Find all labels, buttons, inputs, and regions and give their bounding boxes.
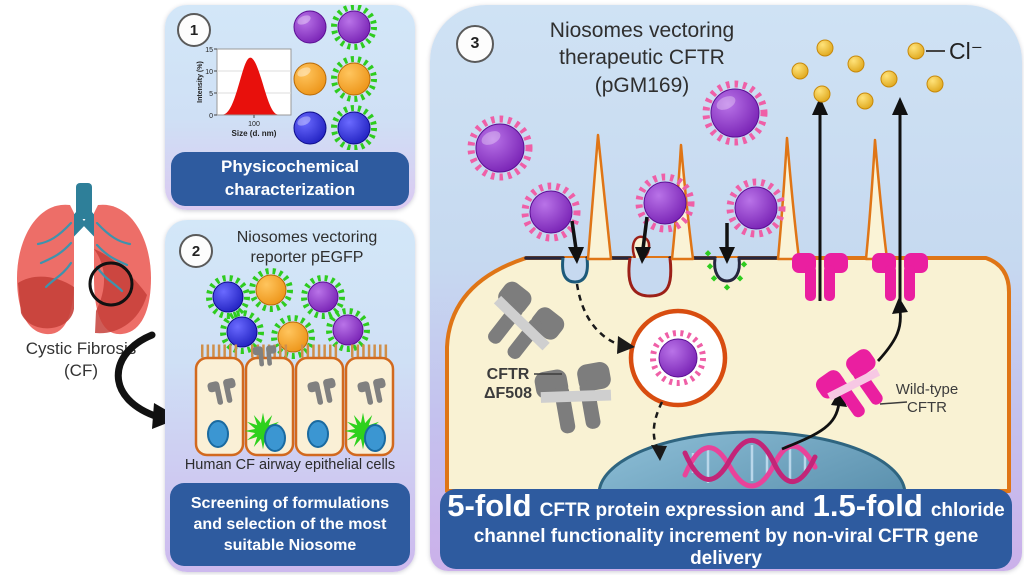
endocytic-pit-macropinocytosis xyxy=(627,257,673,298)
size-peak-area xyxy=(223,57,278,115)
y-axis-label: Intensity (%) xyxy=(197,61,204,103)
uptake-arrow xyxy=(570,216,729,250)
niosome-pgm169-icon xyxy=(521,182,581,242)
step-number-badge-1: 1 xyxy=(177,13,211,47)
title-line: reporter pEGFP xyxy=(250,249,364,267)
mutant-cftr-protein-icon xyxy=(472,278,619,438)
fold-value: 1.5-fold xyxy=(812,488,923,523)
fold-value: 5-fold xyxy=(447,488,532,523)
arrowhead-icon xyxy=(617,336,635,354)
niosome-purple-icon xyxy=(293,10,327,44)
arrowhead-icon xyxy=(892,97,908,115)
panel2-title: Niosomes vectoring reporter pEGFP xyxy=(207,228,407,269)
niosome-orange-icon xyxy=(293,62,327,96)
banner-line: Screening of formulations xyxy=(190,494,390,512)
arrowhead-icon xyxy=(635,247,651,264)
step-number: 2 xyxy=(191,242,201,260)
nucleus-icon xyxy=(364,424,386,452)
nucleus-icon xyxy=(207,420,229,448)
step-number-badge-3: 3 xyxy=(456,25,494,63)
banner-line: suitable Niosome xyxy=(223,537,357,555)
condition-label: Cystic Fibrosis (CF) xyxy=(6,338,156,382)
chloride-efflux-arrow xyxy=(818,113,902,301)
niosome-purple-pegylated-icon xyxy=(331,5,377,50)
banner-line: characterization xyxy=(224,180,356,199)
step-number: 1 xyxy=(189,21,199,39)
dna-helix-icon xyxy=(682,437,818,489)
banner-line: and selection of the most xyxy=(193,515,387,533)
arrowhead-icon xyxy=(892,297,908,314)
condition-label-line1: Cystic Fibrosis xyxy=(25,339,137,358)
x-axis-label: Size (d. nm) xyxy=(232,129,277,138)
niosome-pegfp-purple-icon xyxy=(301,275,345,319)
nucleus-icon xyxy=(264,424,286,452)
panel-1-physicochemical: 15 10 5 0 Intensity (%) 100 Size (d. nm) xyxy=(165,5,415,210)
results-banner: 5-fold CFTR protein expression and 1.5-f… xyxy=(440,488,1012,569)
arrowhead-icon xyxy=(651,445,667,461)
niosome-pgm169-icon xyxy=(702,80,768,146)
nucleus-icon xyxy=(307,420,329,448)
panel2-graphics xyxy=(194,268,395,457)
bronchi-icon xyxy=(36,221,132,293)
y-tick: 0 xyxy=(209,113,213,120)
niosome-blue-pegylated-icon xyxy=(331,105,377,150)
panel1-banner: Physicochemical characterization xyxy=(171,152,409,206)
y-tick: 5 xyxy=(209,91,213,98)
niosome-pgm169-icon xyxy=(650,330,706,386)
results-text: CFTR protein expression and xyxy=(539,500,805,521)
wildtype-cftr-label: CFTR xyxy=(907,399,947,416)
arrowhead-icon xyxy=(831,389,847,407)
arrowhead-icon xyxy=(812,97,828,115)
wildtype-cftr-label: Wild-type xyxy=(896,381,959,398)
title-line: therapeutic CFTR xyxy=(559,46,725,70)
magnifier-circle-icon xyxy=(88,261,134,307)
lungs-illustration xyxy=(17,183,151,335)
niosome-pgm169-icon xyxy=(726,178,786,238)
step-number: 3 xyxy=(470,35,480,52)
endocytic-pit-caveolae xyxy=(713,257,741,283)
panel-2-screening: 2 Niosomes vectoring reporter pEGFP Huma… xyxy=(165,220,415,572)
chloride-label: Cl⁻ xyxy=(949,38,983,64)
epithelium xyxy=(194,344,395,457)
panel3-title: Niosomes vectoring therapeutic CFTR (pGM… xyxy=(492,17,792,99)
lung-lobes xyxy=(17,204,151,335)
panel2-banner: Screening of formulations and selection … xyxy=(170,483,410,566)
niosome-pegfp-purple-icon xyxy=(326,308,370,352)
niosome-pegfp-blue-icon xyxy=(206,275,250,319)
condition-label-line2: (CF) xyxy=(64,361,98,381)
niosome-pgm169-icon xyxy=(467,115,533,181)
arrowhead-icon xyxy=(719,247,735,264)
panel3-scene: Cl⁻ CFTR ΔF508 Wild-type CFTR xyxy=(445,38,1011,558)
endocytic-pit-clathrin xyxy=(561,257,589,284)
size-distribution-chart: 15 10 5 0 Intensity (%) 100 Size (d. nm) xyxy=(197,47,292,138)
x-tick: 100 xyxy=(248,121,260,128)
mutant-cftr-label: ΔF508 xyxy=(484,385,532,402)
niosome-orange-pegylated-icon xyxy=(331,56,377,102)
title-line: Niosomes vectoring xyxy=(549,19,735,42)
niosome-pgm169-icon xyxy=(635,173,695,233)
panel1-graphics: 15 10 5 0 Intensity (%) 100 Size (d. nm) xyxy=(197,5,377,150)
label-pointer-line xyxy=(879,401,908,405)
niosome-blue-icon xyxy=(293,111,327,145)
niosome-pegfp-blue-icon xyxy=(220,310,264,354)
cilium-icon xyxy=(586,133,889,261)
niosome-pegfp-orange-icon xyxy=(249,268,293,312)
banner-line: Physicochemical xyxy=(221,157,359,177)
mutant-cftr-label: CFTR xyxy=(487,366,530,383)
title-line: Niosomes vectoring xyxy=(236,229,378,246)
chloride-ion-icon xyxy=(791,39,944,110)
y-tick: 15 xyxy=(205,47,213,54)
arrowhead-icon xyxy=(568,247,584,264)
results-line2: channel functionality increment by non-v… xyxy=(473,526,979,569)
step-number-badge-2: 2 xyxy=(179,234,213,268)
title-line: (pGM169) xyxy=(594,73,690,97)
expression-arrow xyxy=(781,309,902,451)
panel-3-therapeutic: Cl⁻ CFTR ΔF508 Wild-type CFTR 3 Niosomes… xyxy=(430,5,1022,571)
y-tick: 10 xyxy=(205,69,213,76)
wildtype-cftr-protein-icon xyxy=(812,345,898,429)
epithelium-caption: Human CF airway epithelial cells xyxy=(184,457,396,473)
results-text: chloride xyxy=(930,500,1005,521)
results-line1: 5-fold CFTR protein expression and 1.5-f… xyxy=(447,488,1005,524)
